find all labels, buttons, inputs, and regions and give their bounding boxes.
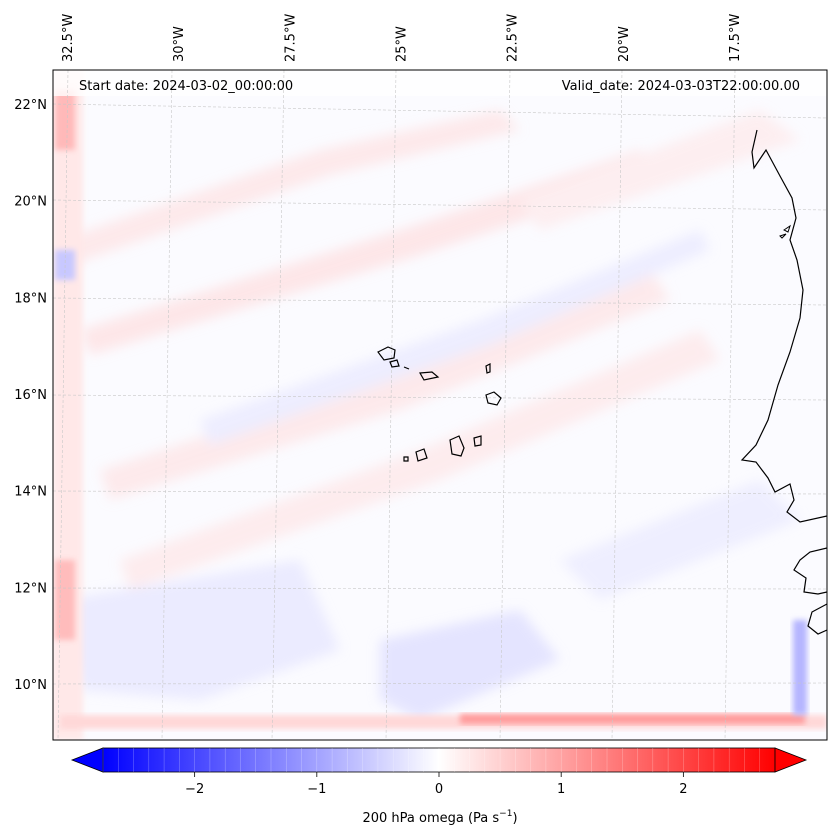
longitude-label: 17.5°W [728, 14, 743, 62]
colorbar-tick-label: 0 [435, 782, 443, 797]
colorbar-extend-high [774, 747, 808, 773]
longitude-label: 27.5°W [283, 14, 298, 62]
map-panel [52, 69, 828, 741]
longitude-label: 22.5°W [506, 14, 521, 62]
coastline-west-africa [740, 129, 827, 635]
omega-field [53, 70, 827, 740]
longitude-label: 25°W [395, 26, 410, 62]
colorbar-label: 200 hPa omega (Pa s−1) [362, 809, 517, 826]
colorbar: −2 −1 0 1 2 200 hPa omega (Pa s−1) [70, 747, 808, 826]
latitude-label: 14°N [14, 485, 47, 500]
latitude-label: 12°N [14, 581, 47, 596]
colorbar-tick-label: 1 [557, 782, 565, 797]
start-date-label: Start date: 2024-03-02_00:00:00 [79, 79, 293, 94]
latitude-label: 18°N [14, 291, 47, 306]
longitude-label: 30°W [172, 26, 187, 62]
latitude-label: 10°N [14, 678, 47, 693]
latitude-label: 20°N [14, 195, 47, 210]
longitude-labels: 32.5°W 30°W 27.5°W 25°W 22.5°W 20°W 17.5°W [61, 14, 743, 62]
graticule [53, 70, 827, 740]
latitude-label: 22°N [14, 98, 47, 113]
cape-verde-islands [377, 346, 502, 462]
latitude-label: 16°N [14, 388, 47, 403]
colorbar-tick-label: −2 [185, 782, 204, 797]
colorbar-tick-label: −1 [307, 782, 326, 797]
colorbar-extend-low [70, 747, 104, 773]
colorbar-bands [102, 748, 776, 772]
latitude-labels: 22°N 20°N 18°N 16°N 14°N 12°N 10°N [14, 98, 47, 693]
valid-date-label: Valid_date: 2024-03-03T22:00:00.00 [562, 79, 800, 94]
colorbar-tick-label: 2 [679, 782, 687, 797]
longitude-label: 32.5°W [61, 14, 76, 62]
longitude-label: 20°W [617, 26, 632, 62]
colorbar-ticks: −2 −1 0 1 2 [185, 772, 688, 797]
